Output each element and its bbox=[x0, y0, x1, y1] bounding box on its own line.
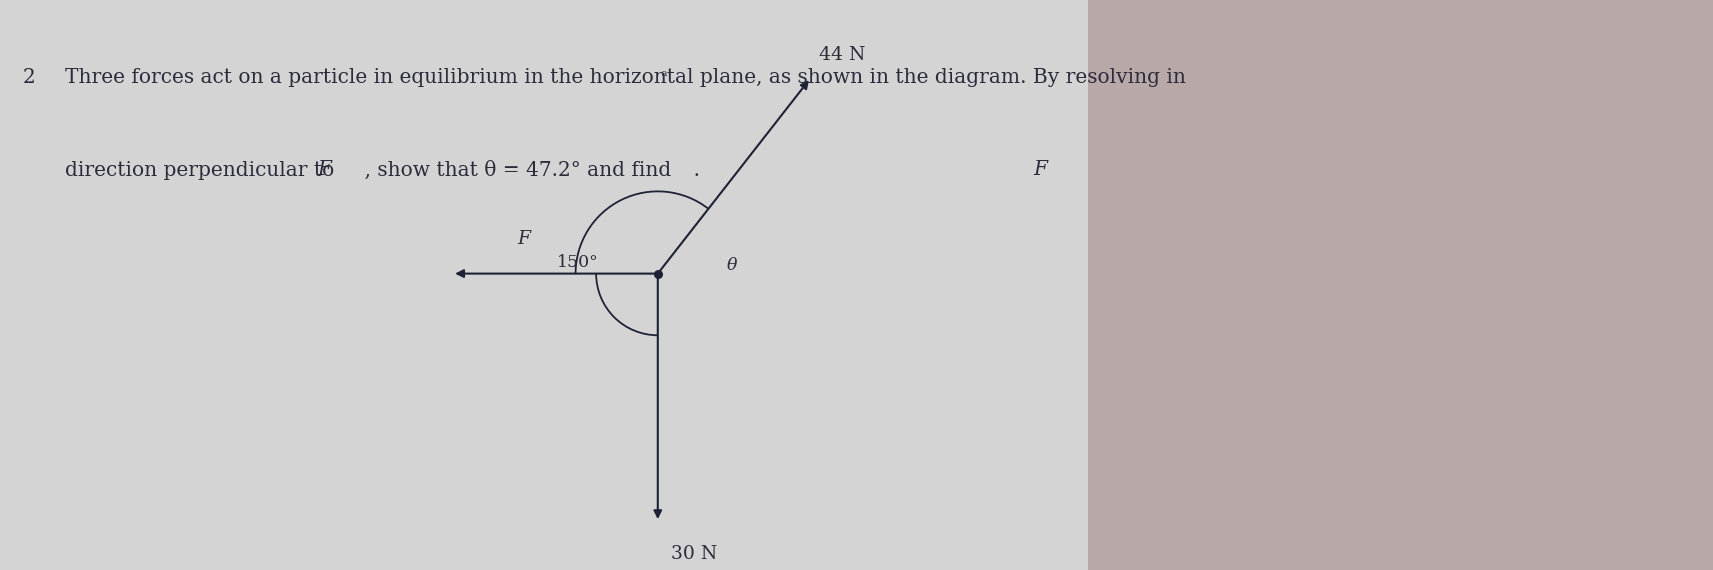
Text: F: F bbox=[517, 230, 529, 248]
Text: 150°: 150° bbox=[557, 254, 600, 271]
Text: F: F bbox=[1033, 160, 1047, 178]
Text: direction perpendicular to       , show that θ = 47.2° and find     .: direction perpendicular to , show that θ… bbox=[65, 160, 701, 180]
Text: θ: θ bbox=[726, 257, 737, 274]
Text: 44 N: 44 N bbox=[819, 46, 865, 64]
Text: 2: 2 bbox=[22, 68, 34, 87]
FancyBboxPatch shape bbox=[1088, 0, 1713, 570]
Text: ᵃ: ᵃ bbox=[67, 68, 668, 85]
Text: 30 N: 30 N bbox=[671, 545, 718, 563]
Text: F: F bbox=[317, 160, 331, 178]
Text: Three forces act on a particle in equilibrium in the horizontal plane, as shown : Three forces act on a particle in equili… bbox=[65, 68, 1185, 87]
